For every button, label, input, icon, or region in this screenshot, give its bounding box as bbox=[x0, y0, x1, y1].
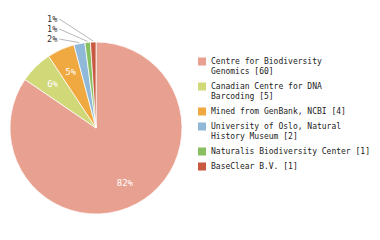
legend-item: Canadian Centre for DNABarcoding [5] bbox=[198, 82, 322, 101]
legend-label: University of Oslo, NaturalHistory Museu… bbox=[211, 122, 341, 141]
legend-swatch bbox=[198, 163, 206, 171]
pie bbox=[10, 42, 182, 214]
legend-item: University of Oslo, NaturalHistory Museu… bbox=[198, 122, 341, 141]
data-label: 82% bbox=[117, 178, 134, 188]
legend-item: Naturalis Biodiversity Center [1] bbox=[198, 147, 370, 156]
data-label: 2% bbox=[47, 34, 57, 44]
leader-line bbox=[59, 39, 79, 43]
data-label: 5% bbox=[65, 66, 76, 76]
legend-swatch bbox=[198, 148, 206, 156]
data-label: 6% bbox=[47, 79, 58, 89]
data-label: 1% bbox=[47, 14, 57, 24]
leader-line bbox=[59, 19, 93, 41]
pie-slice bbox=[74, 43, 96, 128]
legend-item: Mined from GenBank, NCBI [4] bbox=[198, 107, 346, 116]
legend-swatch bbox=[198, 123, 206, 131]
legend-label: Mined from GenBank, NCBI [4] bbox=[211, 107, 346, 116]
legend-swatch bbox=[198, 83, 206, 91]
legend-item: Centre for BiodiversityGenomics [60] bbox=[198, 57, 322, 76]
chart: 82%6%5%2%1%1%Centre for BiodiversityGeno… bbox=[0, 0, 380, 240]
pie-slice bbox=[10, 42, 182, 214]
pie-slice bbox=[90, 42, 96, 128]
legend-label: Centre for BiodiversityGenomics [60] bbox=[211, 57, 322, 76]
data-label: 1% bbox=[47, 24, 57, 34]
legend-swatch bbox=[198, 58, 206, 66]
legend-label: Naturalis Biodiversity Center [1] bbox=[211, 147, 370, 156]
pie-slice bbox=[85, 42, 96, 128]
data-labels: 82%6%5%2%1%1% bbox=[47, 14, 134, 188]
legend-swatch bbox=[198, 108, 206, 116]
leader-line bbox=[59, 29, 87, 41]
legend-label: Canadian Centre for DNABarcoding [5] bbox=[211, 82, 322, 101]
legend: Centre for BiodiversityGenomics [60] Cana… bbox=[198, 57, 370, 171]
legend-item: BaseClear B.V. [1] bbox=[198, 162, 298, 171]
legend-label: BaseClear B.V. [1] bbox=[211, 162, 298, 171]
